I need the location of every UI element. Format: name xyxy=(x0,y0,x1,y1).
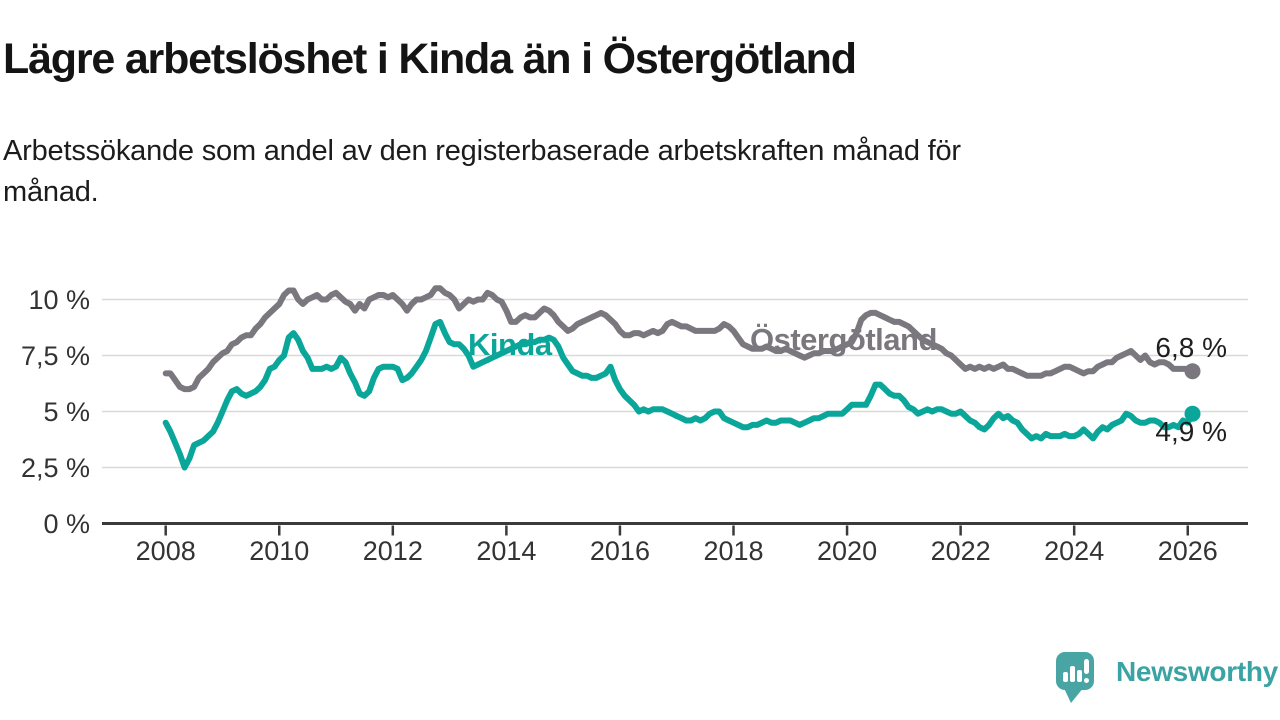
stergtland-line xyxy=(162,285,1196,393)
x-axis-label: 2016 xyxy=(590,536,650,566)
kinda-end-dot xyxy=(1184,405,1201,422)
y-axis-label: 7,5 % xyxy=(21,341,90,371)
end-value-label-kinda: 4,9 % xyxy=(1155,416,1227,447)
x-axis-label: 2008 xyxy=(136,536,196,566)
x-axis-label: 2020 xyxy=(817,536,877,566)
x-axis-label: 2018 xyxy=(703,536,763,566)
y-axis-label: 0 % xyxy=(43,509,90,539)
x-axis-label: 2010 xyxy=(249,536,309,566)
page-subtitle: Arbetssökande som andel av den registerb… xyxy=(3,135,961,208)
stergtland-end-dot xyxy=(1184,363,1201,380)
x-axis-label: 2012 xyxy=(363,536,423,566)
kinda-line xyxy=(162,318,1196,471)
x-axis-label: 2022 xyxy=(931,536,991,566)
newsworthy-logo-text: Newsworthy xyxy=(1116,656,1278,687)
x-axis-label: 2024 xyxy=(1044,536,1104,566)
y-axis-label: 2,5 % xyxy=(21,453,90,483)
x-axis-label: 2026 xyxy=(1158,536,1218,566)
newsworthy-logo-icon xyxy=(1056,652,1094,703)
series-label-kinda: Kinda xyxy=(468,327,553,362)
newsworthy-logo: Newsworthy xyxy=(1052,648,1278,708)
x-axis-label: 2014 xyxy=(476,536,536,566)
end-value-label-stergtland: 6,8 % xyxy=(1155,332,1227,363)
series-label-stergtland: Östergötland xyxy=(750,322,937,357)
y-axis-label: 10 % xyxy=(28,285,90,315)
y-axis-label: 5 % xyxy=(43,397,90,427)
page-title: Lägre arbetslöshet i Kinda än i Östergöt… xyxy=(3,35,857,83)
